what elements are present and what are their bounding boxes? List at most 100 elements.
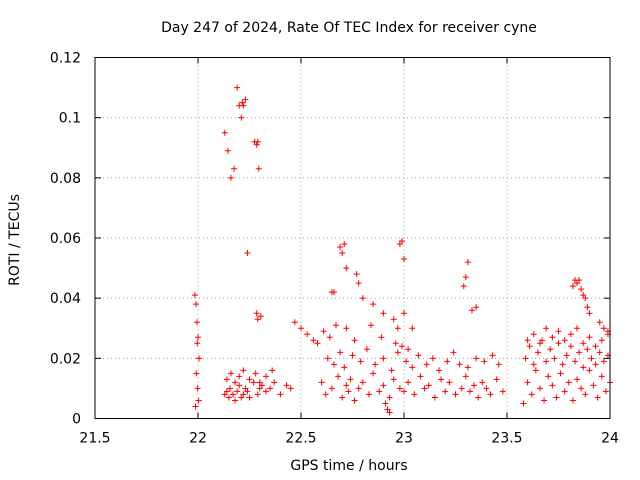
data-point xyxy=(584,346,591,353)
data-point xyxy=(532,367,539,374)
data-point xyxy=(386,394,393,401)
chart-title: Day 247 of 2024, Rate Of TEC Index for r… xyxy=(161,20,537,36)
x-tick-labels: 21.5 22 22.5 23 23.5 24 xyxy=(79,431,619,447)
data-point xyxy=(557,370,564,377)
data-point xyxy=(483,385,490,392)
data-point xyxy=(592,361,599,368)
data-point xyxy=(320,328,327,335)
data-point xyxy=(244,388,251,395)
data-point xyxy=(493,376,500,383)
data-point xyxy=(487,391,494,398)
data-point xyxy=(221,129,228,136)
data-point xyxy=(253,141,260,148)
data-point xyxy=(236,373,243,380)
data-point xyxy=(584,304,591,311)
data-point xyxy=(394,349,401,356)
data-point xyxy=(253,310,260,317)
data-point xyxy=(423,361,430,368)
x-tick-label: 22 xyxy=(189,431,207,447)
data-point xyxy=(196,355,203,362)
data-point xyxy=(405,346,412,353)
y-tick-label: 0.08 xyxy=(50,171,81,187)
data-point xyxy=(238,394,245,401)
data-point xyxy=(384,406,391,413)
data-point xyxy=(234,388,241,395)
data-point xyxy=(256,379,263,386)
data-point xyxy=(417,373,424,380)
data-point xyxy=(563,352,570,359)
data-point xyxy=(310,337,317,344)
y-axis-label: ROTI / TECUs xyxy=(7,194,23,286)
data-point xyxy=(565,379,572,386)
data-point xyxy=(534,349,541,356)
y-tick-label: 0.02 xyxy=(50,351,81,367)
x-tick-label: 23.5 xyxy=(491,431,522,447)
data-point xyxy=(192,403,199,410)
data-point xyxy=(355,280,362,287)
data-point xyxy=(592,343,599,350)
data-point xyxy=(539,337,546,344)
data-point xyxy=(520,400,527,407)
data-point xyxy=(401,256,407,263)
data-point xyxy=(368,322,375,329)
data-point xyxy=(471,382,478,389)
data-point xyxy=(195,397,202,404)
data-point xyxy=(194,385,201,392)
data-point xyxy=(353,271,360,278)
data-point xyxy=(298,325,304,332)
data-point xyxy=(551,355,558,362)
data-point xyxy=(524,337,531,344)
data-point xyxy=(578,286,585,293)
data-point xyxy=(559,361,566,368)
data-point xyxy=(246,394,253,401)
data-point xyxy=(415,352,422,359)
y-tick-label: 0 xyxy=(72,412,81,428)
data-point xyxy=(240,102,247,109)
data-point xyxy=(255,165,262,172)
data-point xyxy=(246,376,253,383)
data-point xyxy=(359,379,366,386)
data-point xyxy=(390,376,397,383)
data-point xyxy=(536,340,543,347)
data-point xyxy=(339,250,346,257)
data-point xyxy=(357,358,364,365)
data-point xyxy=(436,367,443,374)
data-point xyxy=(598,373,605,380)
data-point xyxy=(314,340,321,347)
data-point xyxy=(543,325,550,332)
data-point xyxy=(522,355,529,362)
y-tick-label: 0.04 xyxy=(50,291,81,307)
data-point xyxy=(536,385,543,392)
data-point xyxy=(541,397,548,404)
data-point xyxy=(380,310,387,317)
data-point xyxy=(240,391,247,398)
data-point xyxy=(460,283,467,290)
data-point xyxy=(341,364,348,371)
data-point xyxy=(479,379,486,386)
data-point xyxy=(571,358,578,365)
data-point xyxy=(192,301,199,308)
data-point xyxy=(244,250,251,257)
data-point xyxy=(398,343,405,350)
data-point xyxy=(561,337,568,344)
data-point xyxy=(398,238,405,245)
data-point xyxy=(464,364,471,371)
data-point xyxy=(337,349,344,356)
data-point xyxy=(227,174,234,181)
data-point xyxy=(238,114,245,121)
data-point xyxy=(339,394,346,401)
data-point xyxy=(349,352,356,359)
data-point xyxy=(464,259,471,266)
data-point xyxy=(545,373,552,380)
data-point xyxy=(473,304,480,311)
data-point xyxy=(223,388,230,395)
data-point xyxy=(567,343,574,350)
data-point xyxy=(195,334,201,341)
x-tick-label: 21.5 xyxy=(79,431,110,447)
data-point xyxy=(318,379,325,386)
data-point xyxy=(438,376,445,383)
data-point xyxy=(250,379,257,386)
data-points xyxy=(191,84,613,416)
data-point xyxy=(252,370,259,377)
